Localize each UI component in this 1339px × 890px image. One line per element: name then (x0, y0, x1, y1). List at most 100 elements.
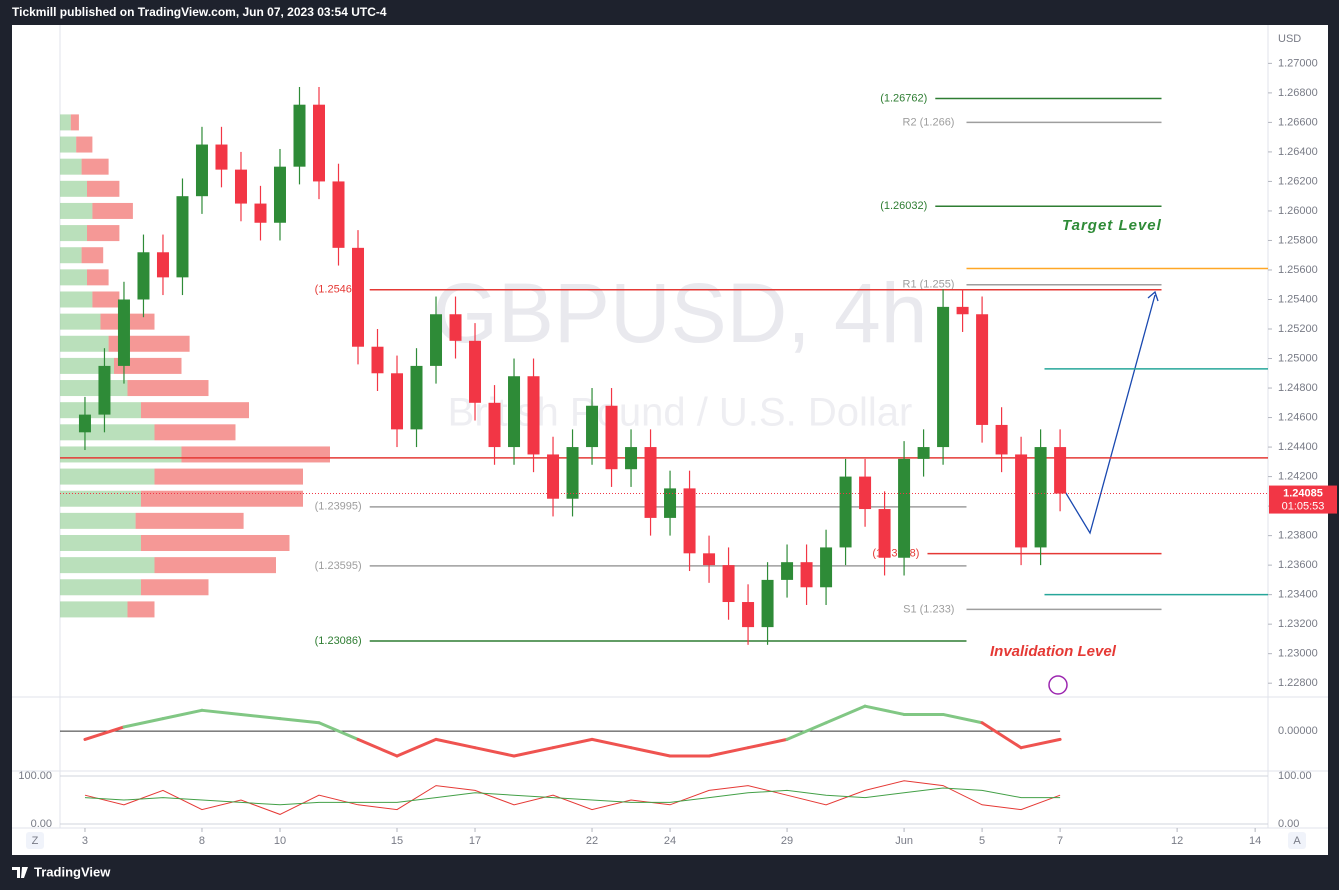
y-tick-label: 1.26000 (1278, 205, 1318, 217)
candle-body (293, 104, 306, 167)
button[interactable] (1288, 832, 1306, 849)
y-tick-label-left: 100.00 (18, 770, 52, 782)
y-tick-label: 100.00 (1278, 770, 1312, 782)
candle-body (176, 196, 189, 278)
candle-body (234, 169, 247, 204)
candle-body (488, 402, 501, 448)
profile-down (154, 468, 303, 485)
candle-body (976, 314, 989, 425)
profile-up (60, 446, 182, 463)
y-tick-label-left: 0.00 (31, 818, 52, 830)
x-tick-label: 5 (979, 835, 985, 847)
currency-label: USD (1278, 33, 1301, 45)
profile-down (181, 446, 330, 463)
profile-up (60, 291, 93, 308)
x-tick-label: 14 (1249, 835, 1261, 847)
candle-body (1054, 447, 1067, 494)
candle-body (664, 488, 677, 518)
profile-down (81, 247, 104, 264)
level-label: (1.26032) (880, 200, 927, 212)
candle-body (312, 104, 325, 182)
profile-down (92, 291, 120, 308)
y-tick-label: 1.27000 (1278, 57, 1318, 69)
level-label: (1.23595) (315, 560, 362, 572)
profile-up (60, 424, 155, 441)
profile-up (60, 158, 82, 175)
button[interactable] (26, 832, 44, 849)
oscillator-segment (239, 712, 282, 721)
oscillator-segment (512, 746, 555, 758)
footer-logo (12, 867, 28, 878)
profile-up (60, 490, 141, 507)
oscillator-segment (824, 704, 867, 725)
profile-down (81, 158, 109, 175)
y-tick-label: 1.25000 (1278, 352, 1318, 364)
profile-down (70, 114, 79, 131)
candle-body (332, 181, 345, 248)
candle-body (195, 144, 208, 197)
profile-down (141, 490, 303, 507)
button-label[interactable]: Z (32, 835, 39, 847)
oscillator-segment (785, 721, 828, 741)
profile-down (141, 579, 209, 596)
header-text: Tickmill published on TradingView.com, J… (12, 5, 387, 19)
x-tick-label: 10 (274, 835, 286, 847)
candle-body (469, 340, 482, 403)
profile-up (60, 468, 155, 485)
profile-down (92, 202, 133, 219)
oscillator-segment (941, 712, 984, 725)
oscillator-segment (122, 717, 165, 729)
profile-up (60, 136, 77, 153)
y-tick-label: 1.24200 (1278, 470, 1318, 482)
y-tick-label: 1.24600 (1278, 411, 1318, 423)
profile-down (76, 136, 93, 153)
button-label[interactable]: A (1293, 835, 1301, 847)
candle-body (995, 424, 1008, 455)
level-label: (1.23995) (315, 501, 362, 513)
x-tick-label: 22 (586, 835, 598, 847)
candle-body (644, 447, 657, 518)
y-tick-label: 1.24400 (1278, 441, 1318, 453)
oscillator-segment (863, 704, 906, 716)
level-label: R1 (1.255) (903, 279, 955, 291)
y-tick-label: 1.23000 (1278, 648, 1318, 660)
watermark-subtitle: British Pound / U.S. Dollar (448, 391, 913, 435)
x-tick-label: Jun (895, 835, 913, 847)
candle-body (1034, 447, 1047, 548)
x-tick-label: 8 (199, 835, 205, 847)
candle-body (586, 405, 599, 448)
candle-body (547, 454, 560, 499)
level-label: (1.25466) (315, 284, 362, 296)
candle-body (859, 476, 872, 510)
candle-body (937, 306, 950, 448)
oscillator-segment (590, 737, 633, 750)
candle-body (527, 376, 540, 455)
oscillator-segment (707, 746, 750, 758)
y-tick-label: 0.00 (1278, 818, 1299, 830)
profile-up (60, 335, 109, 352)
invalidation-annotation: Invalidation Level (990, 643, 1117, 660)
candle-body (800, 562, 813, 588)
y-tick-label: 1.24800 (1278, 382, 1318, 394)
candle-body (254, 203, 267, 223)
oscillator-segment (1019, 737, 1062, 750)
candle-body (137, 252, 150, 300)
level-label: R2 (1.266) (903, 116, 955, 128)
candle-body (78, 414, 91, 433)
candle-body (1015, 454, 1028, 548)
x-tick-label: 29 (781, 835, 793, 847)
profile-down (141, 402, 249, 419)
x-tick-label: 17 (469, 835, 481, 847)
x-tick-label: 24 (664, 835, 676, 847)
alert-icon[interactable] (1048, 675, 1068, 695)
profile-down (141, 534, 290, 551)
profile-up (60, 269, 87, 286)
candle-body (508, 376, 521, 448)
y-tick-label: 1.25200 (1278, 323, 1318, 335)
profile-up (60, 180, 87, 197)
projection-path (1057, 294, 1156, 535)
oscillator-segment (980, 721, 1023, 750)
candle-body (117, 299, 130, 366)
profile-down (154, 557, 276, 574)
